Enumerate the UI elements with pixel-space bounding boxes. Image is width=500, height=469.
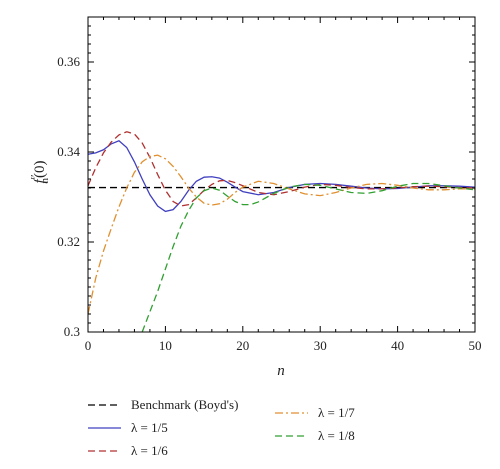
x-tick-label: 50 <box>469 338 482 353</box>
svg-text:f′′n(0): f′′n(0) <box>29 161 51 184</box>
x-tick-label: 0 <box>85 338 92 353</box>
x-axis: 0 10 20 30 40 50 <box>85 17 482 353</box>
y-tick-label: 0.3 <box>64 324 80 339</box>
y-axis-label-sub: n <box>39 178 51 184</box>
y-axis-label-main: f <box>32 177 48 183</box>
x-tick-label: 10 <box>159 338 172 353</box>
y-tick-label: 0.32 <box>57 234 80 249</box>
series-line <box>87 131 476 207</box>
y-axis: 0.3 0.32 0.34 0.36 <box>57 16 475 339</box>
y-tick-label: 0.34 <box>57 144 80 159</box>
x-tick-label: 30 <box>314 338 327 353</box>
legend: Benchmark (Boyd's) λ = 1/5 λ = 1/6 λ = 1/7 λ… <box>88 397 355 458</box>
legend-label: Benchmark (Boyd's) <box>131 397 238 412</box>
x-tick-label: 40 <box>391 338 404 353</box>
legend-label: λ = 1/5 <box>131 420 168 435</box>
legend-label: λ = 1/7 <box>318 405 355 420</box>
legend-label: λ = 1/8 <box>318 428 355 443</box>
x-tick-label: 20 <box>236 338 249 353</box>
y-axis-label-sup: ′′ <box>29 175 41 180</box>
x-axis-label: n <box>277 363 285 379</box>
y-tick-label: 0.36 <box>57 54 80 69</box>
y-axis-label: f′′n(0) <box>29 161 51 184</box>
legend-label: λ = 1/6 <box>131 443 168 458</box>
series-lines <box>87 131 476 333</box>
series-line <box>141 182 476 333</box>
y-axis-label-tail: (0) <box>32 161 48 179</box>
series-line <box>87 154 475 315</box>
plot-frame <box>87 16 476 333</box>
